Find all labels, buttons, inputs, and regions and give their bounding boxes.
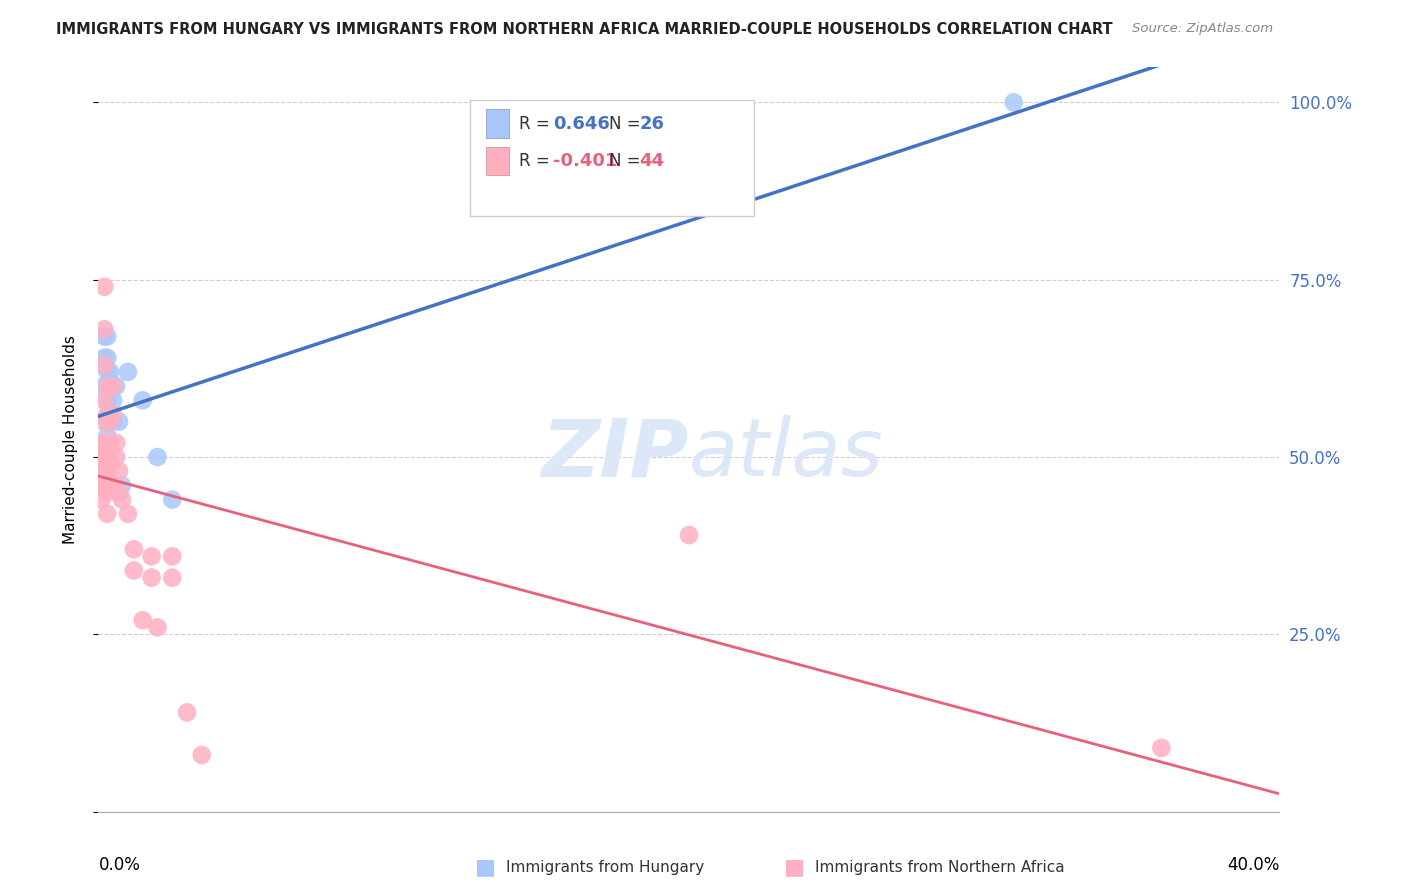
- Point: [146, 450, 169, 464]
- Point: [90, 450, 112, 464]
- Point: [105, 435, 128, 450]
- Point: [176, 706, 198, 720]
- Text: N =: N =: [609, 114, 640, 133]
- Text: IMMIGRANTS FROM HUNGARY VS IMMIGRANTS FROM NORTHERN AFRICA MARRIED-COUPLE HOUSEH: IMMIGRANTS FROM HUNGARY VS IMMIGRANTS FR…: [56, 22, 1114, 37]
- Point: [132, 393, 155, 408]
- Point: [98, 365, 121, 379]
- Point: [108, 485, 131, 500]
- Point: [117, 365, 139, 379]
- Point: [162, 549, 183, 564]
- Point: [103, 393, 125, 408]
- Point: [1150, 740, 1173, 755]
- Point: [108, 464, 131, 478]
- Text: R =: R =: [519, 114, 550, 133]
- Point: [103, 408, 125, 422]
- Text: R =: R =: [519, 152, 550, 169]
- Point: [90, 492, 112, 507]
- Point: [1002, 95, 1025, 110]
- Point: [96, 393, 118, 408]
- Point: [98, 457, 121, 471]
- Point: [108, 415, 131, 429]
- Point: [98, 478, 121, 492]
- Point: [105, 450, 128, 464]
- Point: [90, 464, 112, 478]
- Text: atlas: atlas: [689, 415, 884, 493]
- Point: [162, 571, 183, 585]
- Point: [96, 429, 118, 443]
- Point: [96, 507, 118, 521]
- Point: [93, 358, 115, 372]
- Point: [93, 329, 115, 343]
- Point: [93, 415, 115, 429]
- Point: [93, 351, 115, 365]
- Point: [96, 435, 118, 450]
- Point: [132, 613, 155, 627]
- Point: [93, 379, 115, 393]
- Point: [122, 564, 145, 578]
- Point: [96, 329, 118, 343]
- Point: [141, 549, 163, 564]
- Point: [105, 379, 128, 393]
- Text: ZIP: ZIP: [541, 415, 689, 493]
- Point: [96, 450, 118, 464]
- Text: 0.646: 0.646: [553, 114, 610, 133]
- Text: -0.401: -0.401: [553, 152, 617, 169]
- Point: [96, 485, 118, 500]
- Point: [93, 280, 115, 294]
- Point: [93, 322, 115, 336]
- Point: [98, 415, 121, 429]
- Text: 44: 44: [640, 152, 665, 169]
- Point: [93, 435, 115, 450]
- Point: [103, 379, 125, 393]
- Point: [90, 478, 112, 492]
- Point: [96, 408, 118, 422]
- Point: [96, 464, 118, 478]
- Point: [96, 379, 118, 393]
- Point: [111, 492, 134, 507]
- Point: [96, 471, 118, 485]
- Text: N =: N =: [609, 152, 640, 169]
- Point: [93, 478, 115, 492]
- Point: [96, 365, 118, 379]
- Text: Immigrants from Northern Africa: Immigrants from Northern Africa: [815, 860, 1066, 874]
- Point: [678, 528, 700, 542]
- Text: 26: 26: [640, 114, 665, 133]
- Point: [117, 507, 139, 521]
- Point: [90, 464, 112, 478]
- Point: [98, 408, 121, 422]
- Point: [111, 478, 134, 492]
- Bar: [486, 146, 509, 175]
- Point: [122, 542, 145, 557]
- Point: [98, 435, 121, 450]
- Bar: [486, 110, 509, 137]
- Point: [93, 457, 115, 471]
- Point: [162, 492, 183, 507]
- Text: 0.0%: 0.0%: [98, 856, 141, 874]
- Point: [146, 620, 169, 634]
- Point: [96, 450, 118, 464]
- Text: Immigrants from Hungary: Immigrants from Hungary: [506, 860, 704, 874]
- Point: [103, 415, 125, 429]
- Point: [98, 379, 121, 393]
- Text: 40.0%: 40.0%: [1227, 856, 1279, 874]
- Point: [96, 415, 118, 429]
- Point: [96, 351, 118, 365]
- Point: [141, 571, 163, 585]
- Text: Source: ZipAtlas.com: Source: ZipAtlas.com: [1132, 22, 1272, 36]
- Point: [93, 393, 115, 408]
- Y-axis label: Married-couple Households: Married-couple Households: [63, 334, 77, 544]
- Text: ■: ■: [475, 857, 495, 877]
- Point: [90, 450, 112, 464]
- Text: ■: ■: [785, 857, 804, 877]
- FancyBboxPatch shape: [471, 101, 754, 216]
- Point: [191, 747, 214, 762]
